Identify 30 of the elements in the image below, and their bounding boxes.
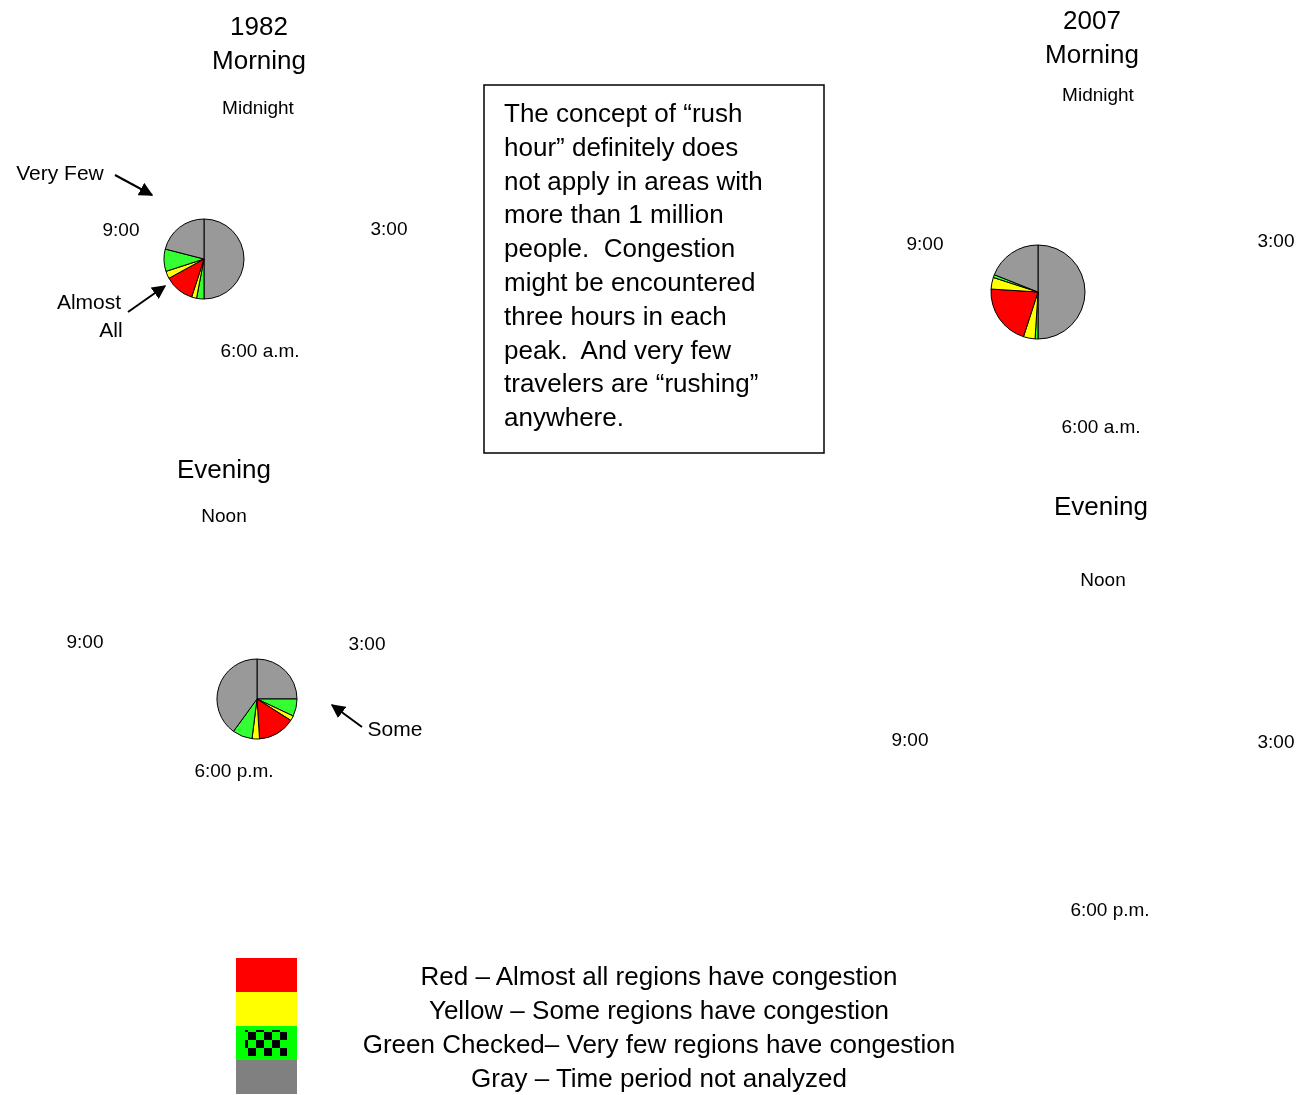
text: Midnight — [1062, 84, 1135, 105]
text: Noon — [1080, 569, 1126, 590]
text: 9:00 — [906, 233, 944, 254]
text: Red – Almost all regions have congestion — [420, 961, 898, 991]
text: Almost All — [56, 290, 123, 341]
chart-title: 1982 — [230, 11, 288, 41]
text: Very Few — [16, 161, 105, 184]
text: 6:00 a.m. — [1061, 416, 1141, 437]
text: The concept of “rush hour” definitely does not apply in areas with more than 1 million people. Congestion might be encountered three hours in each peak. And very few travelers are “rushing” anywhere. — [504, 98, 763, 433]
text: 3:00 — [1257, 230, 1295, 251]
text: 9:00 — [66, 631, 104, 652]
text: Midnight — [222, 97, 295, 118]
text: 6:00 p.m. — [194, 760, 274, 781]
text: Evening — [1054, 491, 1148, 521]
text: 9:00 — [102, 219, 140, 240]
text: 6:00 a.m. — [220, 340, 300, 361]
text: 9:00 — [891, 729, 929, 750]
text: Gray – Time period not analyzed — [471, 1063, 847, 1093]
text: Noon — [201, 505, 247, 526]
text: Yellow – Some regions have congestion — [428, 995, 890, 1025]
text: 3:00 — [370, 218, 408, 239]
chart-title: Evening — [177, 454, 271, 484]
chart-subtitle: Morning — [1045, 39, 1139, 69]
chart-subtitle: Morning — [212, 45, 306, 75]
chart-title: 2007 — [1063, 5, 1121, 35]
text: 6:00 p.m. — [1070, 899, 1150, 920]
text: Green Checked– Very few regions have congestion — [362, 1029, 956, 1059]
text: 3:00 — [348, 633, 386, 654]
text: Some — [367, 717, 423, 740]
text: 3:00 — [1257, 731, 1295, 752]
